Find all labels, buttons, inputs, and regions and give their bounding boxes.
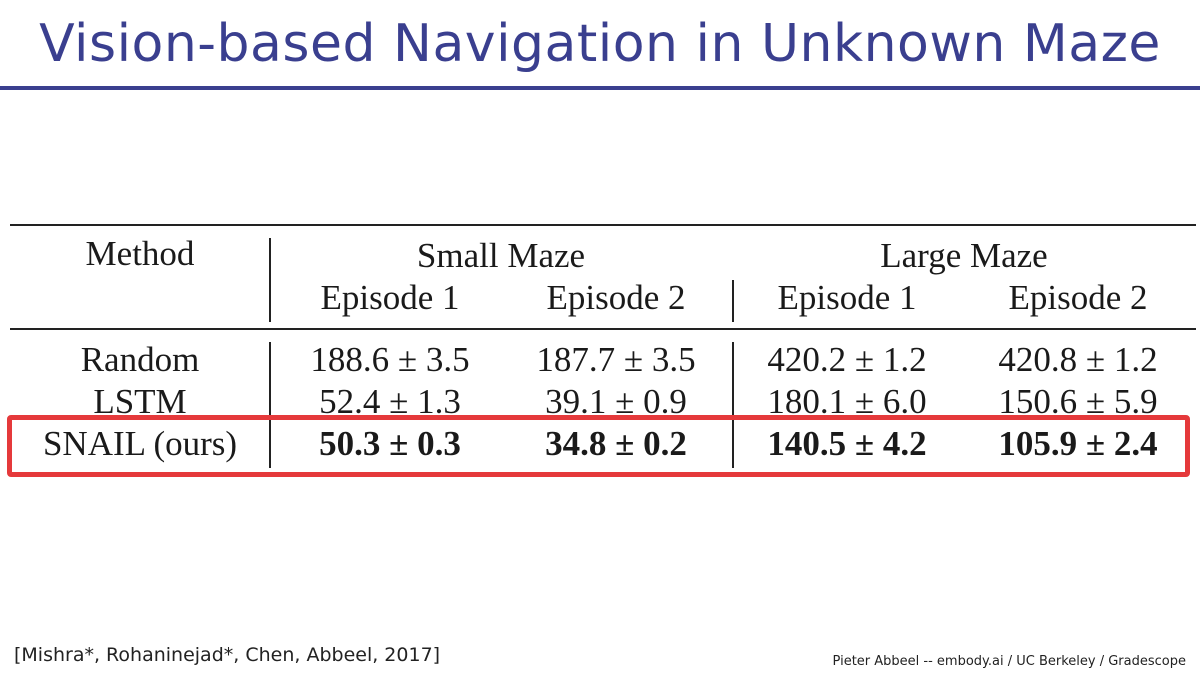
cell-lstm-large-ep2: 150.6 ± 5.9 — [998, 382, 1158, 421]
column-header-small-episode-2: Episode 2 — [546, 278, 686, 317]
header-divider-method — [269, 238, 271, 322]
cell-random-small-ep1: 188.6 ± 3.5 — [310, 340, 470, 379]
table-header-rule — [10, 328, 1196, 330]
row-method-random: Random — [80, 340, 200, 379]
author-credit: Pieter Abbeel -- embody.ai / UC Berkeley… — [832, 654, 1186, 669]
column-header-large-episode-1: Episode 1 — [777, 278, 917, 317]
table-top-rule — [10, 224, 1196, 226]
header-divider-mazes — [732, 280, 734, 322]
cell-snail-small-ep1: 50.3 ± 0.3 — [319, 424, 461, 463]
slide-title: Vision-based Navigation in Unknown Maze — [39, 14, 1161, 74]
cell-random-large-ep1: 420.2 ± 1.2 — [767, 340, 927, 379]
body-divider-method — [269, 342, 271, 468]
cell-lstm-large-ep1: 180.1 ± 6.0 — [767, 382, 927, 421]
column-header-method: Method — [85, 234, 195, 273]
group-header-large-maze: Large Maze — [880, 236, 1048, 275]
column-header-large-episode-2: Episode 2 — [1008, 278, 1148, 317]
cell-snail-small-ep2: 34.8 ± 0.2 — [545, 424, 687, 463]
row-method-snail: SNAIL (ours) — [42, 424, 238, 463]
group-header-small-maze: Small Maze — [416, 236, 586, 275]
cell-random-small-ep2: 187.7 ± 3.5 — [536, 340, 696, 379]
cell-lstm-small-ep1: 52.4 ± 1.3 — [319, 382, 461, 421]
snail-row-highlight-box — [7, 415, 1190, 477]
cell-random-large-ep2: 420.8 ± 1.2 — [998, 340, 1158, 379]
cell-snail-large-ep1: 140.5 ± 4.2 — [767, 424, 927, 463]
cell-lstm-small-ep2: 39.1 ± 0.9 — [545, 382, 687, 421]
citation: [Mishra*, Rohaninejad*, Chen, Abbeel, 20… — [14, 644, 441, 666]
title-underline — [0, 86, 1200, 90]
cell-snail-large-ep2: 105.9 ± 2.4 — [998, 424, 1158, 463]
row-method-lstm: LSTM — [93, 382, 187, 421]
column-header-small-episode-1: Episode 1 — [320, 278, 460, 317]
body-divider-mazes — [732, 342, 734, 468]
